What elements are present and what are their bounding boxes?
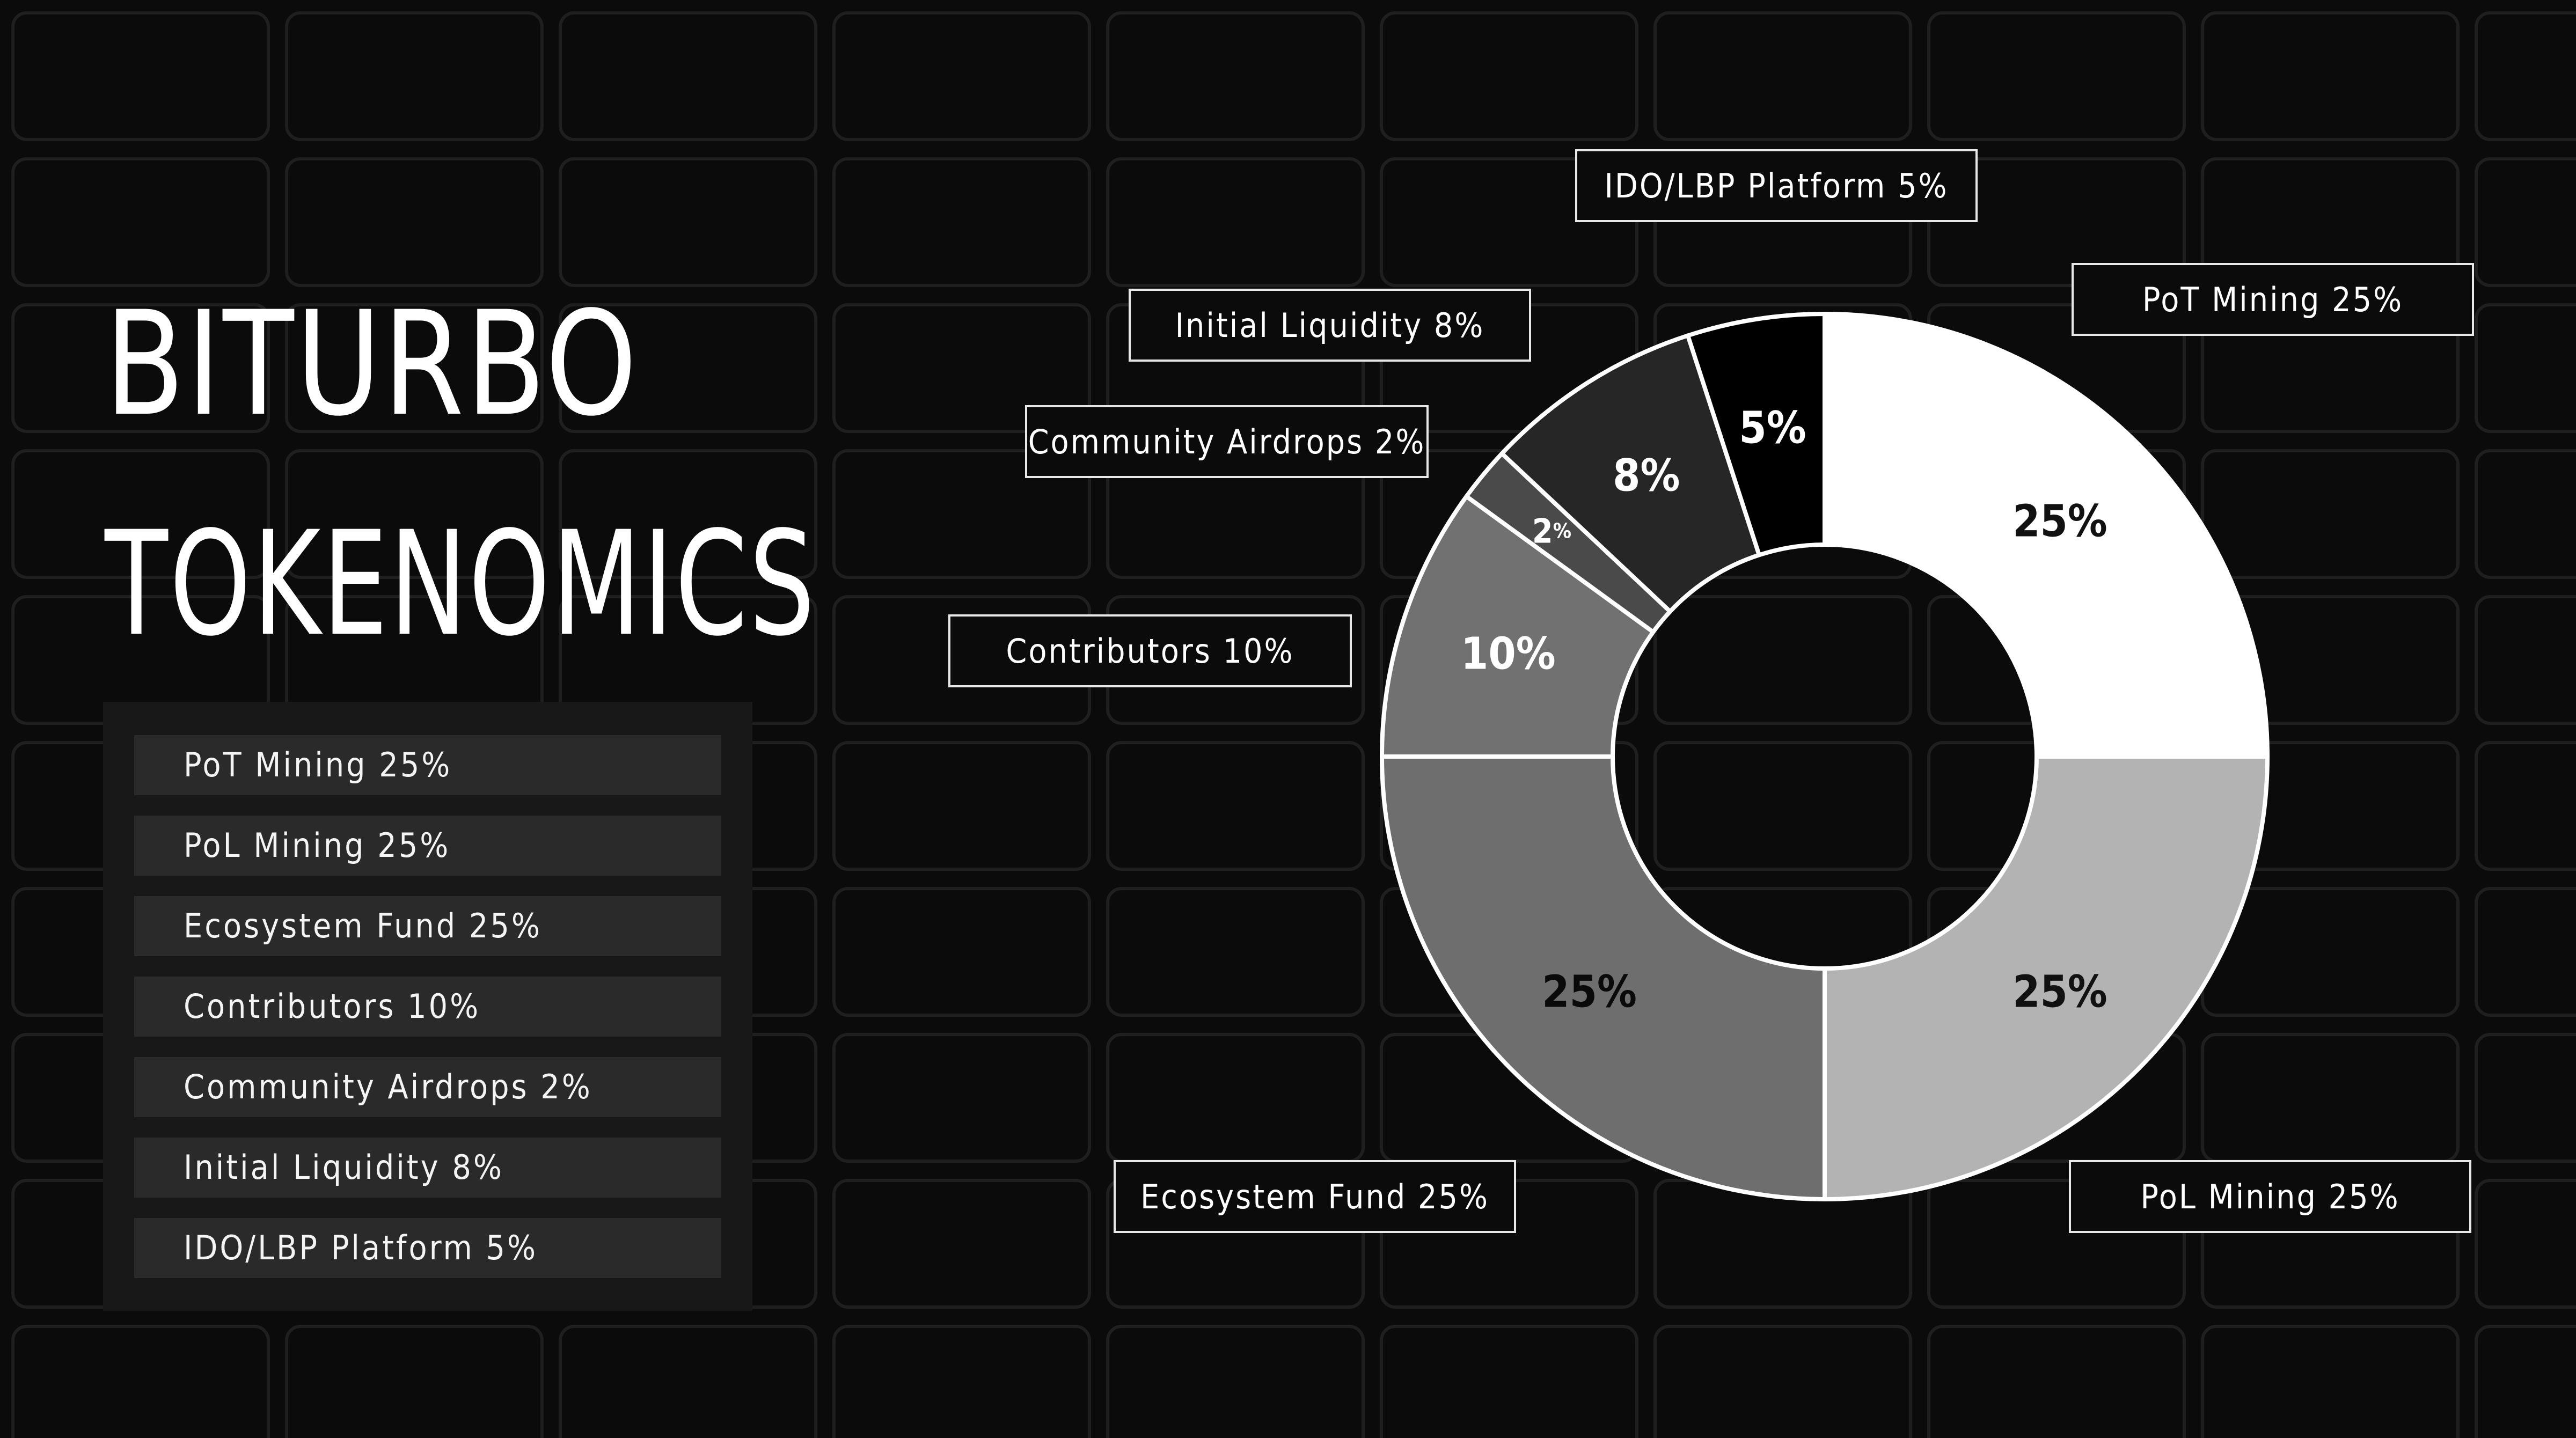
data-label-pot-mining: 25%: [2012, 496, 2107, 547]
grid-tile: [2475, 1179, 2576, 1309]
grid-tile: [1380, 1325, 1638, 1438]
callout-ecosystem-fund: Ecosystem Fund 25%: [1114, 1160, 1516, 1233]
grid-tile: [1927, 11, 2186, 141]
grid-tile: [2475, 741, 2576, 871]
grid-tile: [559, 157, 817, 287]
slice-ido-lbp-platform: [1686, 312, 1827, 557]
grid-tile: [2475, 449, 2576, 579]
grid-tile: [1106, 11, 1365, 141]
callout-contributors: Contributors 10%: [948, 614, 1352, 687]
grid-tile: [2201, 449, 2460, 579]
legend-item-contributors: Contributors 10%: [134, 977, 721, 1037]
data-label-community-airdrops: 2%: [1532, 511, 1571, 551]
donut-chart: 25% 25% 25% 10% 2% 8% 5%: [1380, 312, 2270, 1201]
grid-tile: [11, 303, 270, 433]
grid-tile: [1653, 595, 1912, 725]
slice-initial-liquidity: [1499, 333, 1761, 614]
page-title-line2: TOKENOMICS: [105, 501, 817, 668]
legend-item-pol-mining: PoL Mining 25%: [134, 816, 721, 876]
legend-item-pot-mining: PoT Mining 25%: [134, 735, 721, 795]
grid-tile: [285, 11, 544, 141]
slice-contributors: [1380, 494, 1656, 759]
callout-initial-liquidity: Initial Liquidity 8%: [1129, 289, 1531, 362]
data-label-contributors: 10%: [1461, 628, 1556, 679]
grid-tile: [11, 449, 270, 579]
slice-pol-mining: [1823, 754, 2270, 1201]
grid-tile: [2475, 157, 2576, 287]
grid-tile: [1927, 1325, 2186, 1438]
slice-pot-mining: [1823, 312, 2270, 759]
grid-tile: [2475, 11, 2576, 141]
grid-tile: [2201, 1325, 2460, 1438]
grid-tile: [285, 449, 544, 579]
grid-tile: [559, 449, 817, 579]
legend-panel: PoT Mining 25% PoL Mining 25% Ecosystem …: [103, 702, 752, 1311]
grid-tile: [2475, 1033, 2576, 1163]
grid-tile: [559, 303, 817, 433]
grid-tile: [559, 11, 817, 141]
grid-tile: [1653, 11, 1912, 141]
grid-tile: [285, 1325, 544, 1438]
grid-tile: [559, 1325, 817, 1438]
page-title-line1: BITURBO: [105, 281, 639, 448]
data-label-initial-liquidity: 8%: [1613, 450, 1680, 501]
data-label-ecosystem-fund: 25%: [1542, 966, 1637, 1017]
legend-item-community-airdrops: Community Airdrops 2%: [134, 1057, 721, 1117]
grid-tile: [11, 11, 270, 141]
grid-tile: [11, 157, 270, 287]
grid-tile: [1106, 887, 1365, 1017]
grid-tile: [11, 1325, 270, 1438]
grid-tile: [1653, 741, 1912, 871]
callout-community-airdrops: Community Airdrops 2%: [1025, 405, 1429, 478]
callout-pot-mining: PoT Mining 25%: [2072, 263, 2474, 336]
legend-item-ecosystem-fund: Ecosystem Fund 25%: [134, 896, 721, 956]
legend-item-initial-liquidity: Initial Liquidity 8%: [134, 1138, 721, 1198]
grid-tile: [2475, 887, 2576, 1017]
grid-tile: [832, 1179, 1091, 1309]
grid-tile: [2201, 11, 2460, 141]
grid-tile: [832, 887, 1091, 1017]
data-label-ido-lbp-platform: 5%: [1739, 402, 1806, 453]
grid-tile: [285, 303, 544, 433]
grid-tile: [1106, 157, 1365, 287]
grid-tile: [2475, 1325, 2576, 1438]
grid-tile: [832, 741, 1091, 871]
grid-tile: [832, 157, 1091, 287]
legend-item-ido-lbp-platform: IDO/LBP Platform 5%: [134, 1218, 721, 1278]
data-label-pol-mining: 25%: [2012, 966, 2107, 1017]
grid-tile: [1927, 1179, 2186, 1309]
grid-tile: [832, 11, 1091, 141]
grid-tile: [1106, 1325, 1365, 1438]
grid-tile: [1106, 741, 1365, 871]
grid-tile: [285, 157, 544, 287]
grid-tile: [832, 303, 1091, 433]
callout-ido-lbp-platform: IDO/LBP Platform 5%: [1575, 149, 1978, 222]
callout-pol-mining: PoL Mining 25%: [2069, 1160, 2471, 1233]
grid-tile: [2475, 595, 2576, 725]
grid-tile: [1653, 1325, 1912, 1438]
grid-tile: [2475, 303, 2576, 433]
grid-tile: [1927, 157, 2186, 287]
grid-tile: [1380, 11, 1638, 141]
grid-tile: [1380, 157, 1638, 287]
grid-tile: [1106, 1033, 1365, 1163]
grid-tile: [832, 449, 1091, 579]
grid-tile: [832, 1325, 1091, 1438]
slice-ecosystem-fund: [1380, 754, 1827, 1201]
grid-tile: [832, 1033, 1091, 1163]
